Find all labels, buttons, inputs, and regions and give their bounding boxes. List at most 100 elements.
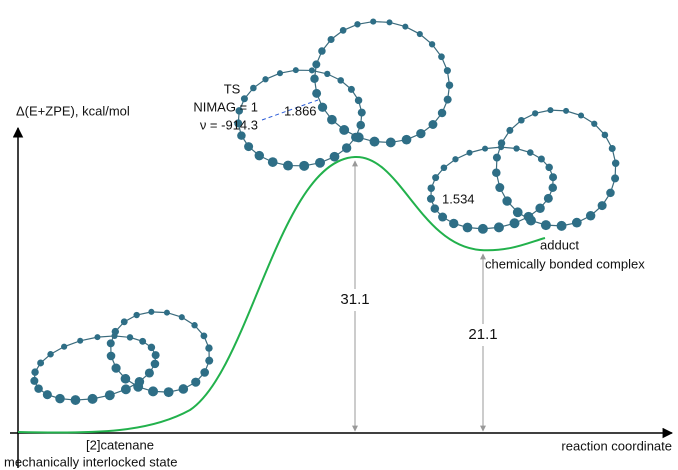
atom [250,85,257,92]
atom [299,161,309,171]
atom [94,334,100,340]
adduct-description: chemically bonded complex [485,256,645,271]
ts-label: TS [224,81,241,96]
atom [428,120,437,129]
barrier-value: 31.1 [340,291,369,308]
atom [510,218,520,228]
atom [179,384,189,394]
atom [139,338,146,345]
atom [438,109,446,117]
atom [386,137,396,147]
atom [402,135,412,145]
atom [586,211,595,220]
atom [549,184,558,193]
atom [417,31,423,37]
atom [444,67,451,74]
atom [402,24,408,30]
atom [432,174,439,181]
atom [547,107,553,113]
atom [591,121,597,127]
atom [545,164,552,171]
atom [191,378,200,387]
atom [121,318,128,325]
atom [145,368,154,377]
atom [255,151,264,160]
molecule-structures [30,19,619,405]
atom [438,53,445,60]
atom [492,168,501,177]
atom [107,339,115,347]
atom [578,112,584,118]
ts-frequency: ν = -914.3 [200,117,258,132]
atom [441,164,448,171]
atom [339,125,349,135]
atom [431,204,440,213]
atom [535,204,544,213]
atom [427,184,434,191]
atom [354,21,360,27]
atom [277,70,283,76]
atom [557,221,567,231]
atom [293,67,299,73]
ts-bond-length: 1.866 [284,103,317,118]
atom [611,174,619,182]
atom [43,390,52,399]
atom [532,110,538,116]
atom [572,218,582,228]
atom [312,60,320,68]
atom [310,75,318,83]
atom [526,216,536,226]
atom [354,132,364,142]
atom [262,76,268,82]
atom [37,360,44,367]
atom [506,127,513,134]
atom [88,394,98,404]
atom [61,344,67,350]
atom [34,384,43,393]
atom [324,71,330,77]
atom [107,352,116,361]
atom [112,328,119,335]
atom [370,19,376,25]
atom [355,97,362,104]
atom [538,155,545,162]
atom [121,374,131,384]
atom [463,223,473,233]
atom [429,41,435,47]
atom [563,108,569,114]
atom [133,382,143,392]
atom [121,384,131,394]
atom [55,394,65,404]
atom [111,364,120,373]
atom [482,146,488,152]
atom [549,173,557,181]
atom [416,129,425,138]
atom [30,377,38,385]
atom [327,115,337,125]
atom [544,194,553,203]
reaction-energy-value: 21.1 [468,326,497,343]
atom [478,224,488,234]
atom [244,142,253,151]
atom [330,152,340,162]
atom [47,351,53,357]
ts-nimag: NIMAG = 1 [193,99,258,114]
atom [237,131,246,140]
atom [312,89,321,98]
atom [348,86,355,93]
atom [386,19,392,25]
atom [602,132,609,139]
atom [340,27,347,34]
adduct-label: adduct [540,237,579,252]
atom [283,161,293,171]
atom [148,386,158,396]
atom [438,213,447,222]
atom [164,387,174,397]
atom [502,196,511,205]
atom [318,47,326,55]
atom [606,189,615,198]
atom [452,156,458,162]
atom [342,143,351,152]
atom [427,195,435,203]
atom [337,77,344,84]
